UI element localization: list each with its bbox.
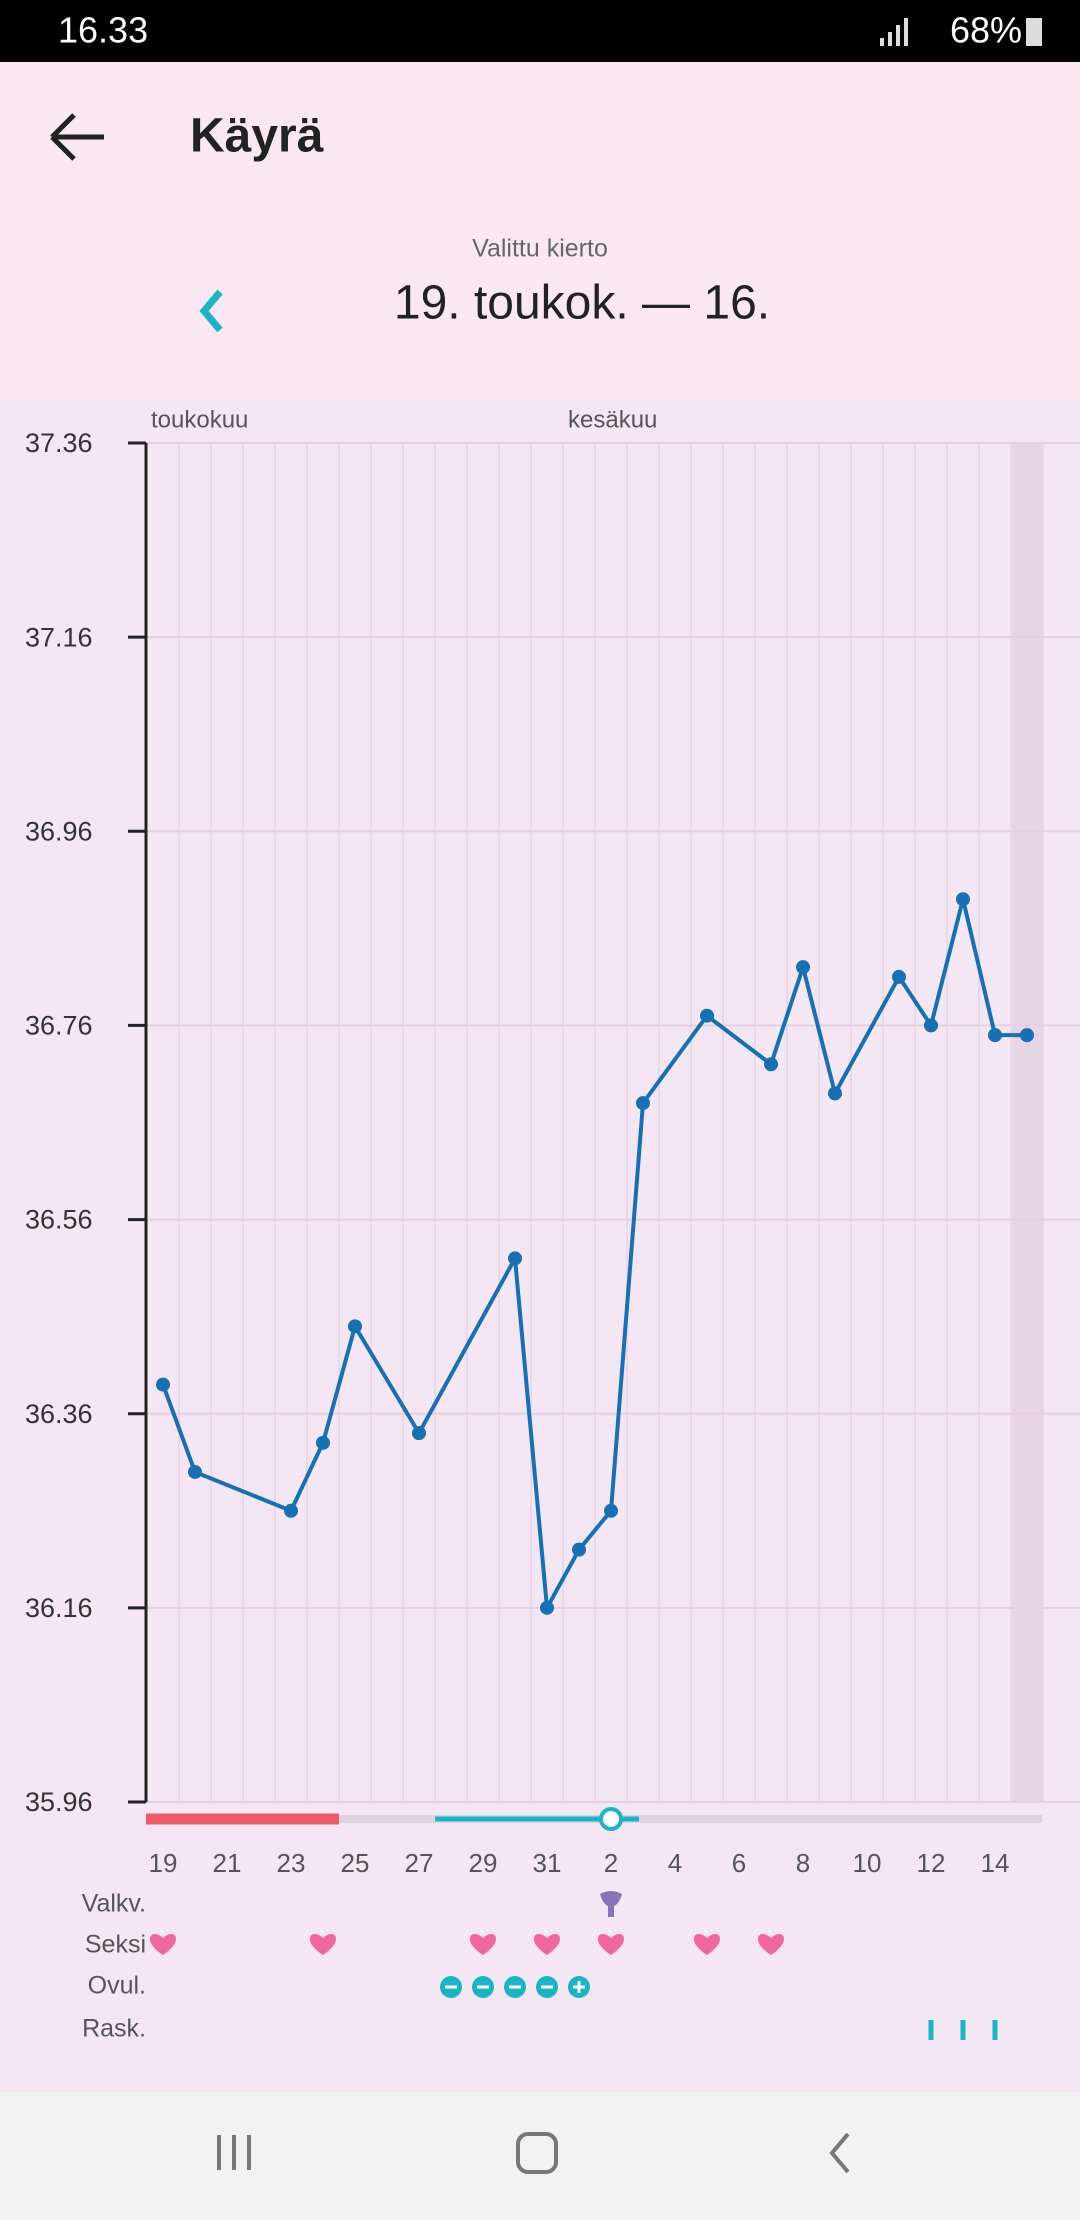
previous-cycle[interactable] <box>199 289 223 333</box>
temperature-point <box>412 1426 426 1441</box>
temperature-point <box>924 1018 938 1033</box>
x-tick-label: 6 <box>732 1848 746 1878</box>
heart-icon <box>533 1934 561 1955</box>
x-tick-label: 10 <box>853 1848 882 1878</box>
x-tick-label: 29 <box>469 1848 498 1878</box>
temperature-point <box>700 1008 714 1023</box>
cycle-label: Valittu kierto <box>472 235 608 263</box>
mucus-icon <box>600 1891 622 1917</box>
chart-area <box>0 400 1080 2092</box>
temperature-point <box>348 1319 362 1334</box>
temperature-point <box>828 1086 842 1101</box>
y-tick-label: 36.96 <box>25 816 93 846</box>
x-tick-label: 19 <box>149 1848 178 1878</box>
temperature-point <box>572 1542 586 1557</box>
x-tick-label: 4 <box>668 1848 682 1878</box>
status-time: 16.33 <box>58 10 148 51</box>
temperature-point <box>1020 1028 1034 1043</box>
x-tick-label: 27 <box>405 1848 434 1878</box>
heart-icon <box>693 1934 721 1955</box>
x-tick-label: 23 <box>277 1848 306 1878</box>
x-tick-label: 12 <box>917 1848 946 1878</box>
heart-icon <box>149 1934 177 1955</box>
temperature-point <box>540 1600 554 1615</box>
today-column <box>1011 443 1043 1802</box>
temperature-point <box>284 1503 298 1518</box>
x-tick-label: 21 <box>213 1848 242 1878</box>
temperature-line <box>161 898 1027 1615</box>
y-tick-label: 35.96 <box>25 1787 93 1817</box>
row-label: Seksi <box>85 1931 146 1959</box>
nav-bar <box>0 2092 1080 2220</box>
x-tick-label: 2 <box>604 1848 618 1878</box>
temperature-point <box>892 969 906 984</box>
heart-icon <box>309 1934 337 1955</box>
signal-icon <box>880 18 908 46</box>
y-tick-label: 36.16 <box>25 1593 93 1623</box>
month-label: toukokuu <box>151 406 248 433</box>
x-tick-label: 31 <box>533 1848 562 1878</box>
page-title: Käyrä <box>190 110 324 163</box>
y-tick-label: 36.56 <box>25 1205 93 1235</box>
temperature-point <box>508 1251 522 1266</box>
y-tick-label: 36.36 <box>25 1399 93 1429</box>
x-tick-label: 14 <box>981 1848 1010 1878</box>
x-tick-label: 8 <box>796 1848 810 1878</box>
nav-buttons[interactable] <box>217 2132 850 2174</box>
y-tick-label: 37.36 <box>25 428 93 458</box>
row-label: Valkv. <box>82 1890 146 1918</box>
temperature-point <box>796 960 810 975</box>
temperature-point <box>156 1377 170 1392</box>
ovulation-marker <box>599 1807 623 1831</box>
y-tick-label: 37.16 <box>25 622 93 652</box>
month-label: kesäkuu <box>568 406 657 433</box>
temperature-point <box>764 1057 778 1072</box>
temperature-point <box>988 1028 1002 1043</box>
y-tick-label: 36.76 <box>25 1011 93 1041</box>
temperature-point <box>188 1464 202 1479</box>
status-battery: 68% <box>950 10 1022 51</box>
heart-icon <box>469 1934 497 1955</box>
row-label: Rask. <box>82 2015 146 2043</box>
temperature-point <box>956 892 970 907</box>
heart-icon <box>757 1934 785 1955</box>
temperature-point <box>636 1096 650 1111</box>
battery-icon <box>1026 18 1042 46</box>
back-button[interactable] <box>50 113 104 161</box>
temperature-point <box>604 1503 618 1518</box>
x-tick-label: 25 <box>341 1848 370 1878</box>
temperature-point <box>316 1435 330 1450</box>
heart-icon <box>597 1934 625 1955</box>
row-label: Ovul. <box>88 1972 146 2000</box>
status-bar <box>0 0 1080 62</box>
cycle-range: 19. toukok. — 16. <box>394 277 770 330</box>
